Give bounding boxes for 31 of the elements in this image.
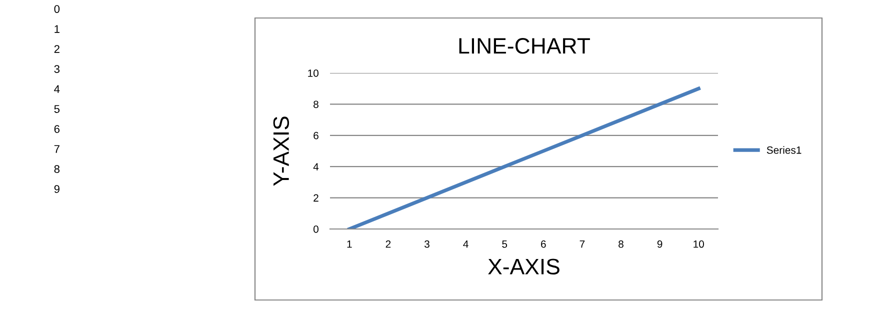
x-tick-label: 8 (618, 240, 624, 248)
text: 9 (54, 185, 60, 193)
text: 0 (54, 5, 60, 13)
x-axis-title: X-AXIS (488, 258, 560, 274)
x-tick-label: 7 (580, 240, 585, 248)
y-tick-label: 8 (314, 100, 318, 108)
y-axis-title: Y-AXIS (273, 116, 290, 186)
text: 3 (54, 65, 60, 73)
text: 4 (54, 85, 60, 93)
line-series (348, 86, 700, 229)
x-tick-label: 6 (541, 240, 546, 248)
chart-title: LINE-CHART (459, 38, 590, 54)
y-tick-label: 10 (308, 70, 318, 77)
text: 5 (54, 105, 60, 113)
x-tick-label: 5 (502, 240, 508, 248)
text: 7 (54, 145, 60, 153)
y-tick-label: 4 (313, 163, 319, 170)
text: 1 (54, 25, 60, 33)
x-tick-label: 10 (694, 240, 704, 248)
text: 8 (54, 165, 60, 173)
x-tick-label: 2 (386, 240, 391, 248)
text: 2 (54, 45, 60, 53)
x-tick-label: 9 (657, 240, 662, 248)
y-tick-label: 6 (314, 132, 318, 140)
text: 6 (54, 125, 60, 133)
y-tick-label: 0 (314, 226, 318, 233)
x-tick-label: 4 (463, 240, 468, 248)
x-tick-label: 1 (347, 240, 352, 248)
legend-label: Series1 (766, 146, 802, 154)
x-tick-label: 3 (424, 240, 430, 248)
y-tick-label: 2 (314, 194, 318, 202)
